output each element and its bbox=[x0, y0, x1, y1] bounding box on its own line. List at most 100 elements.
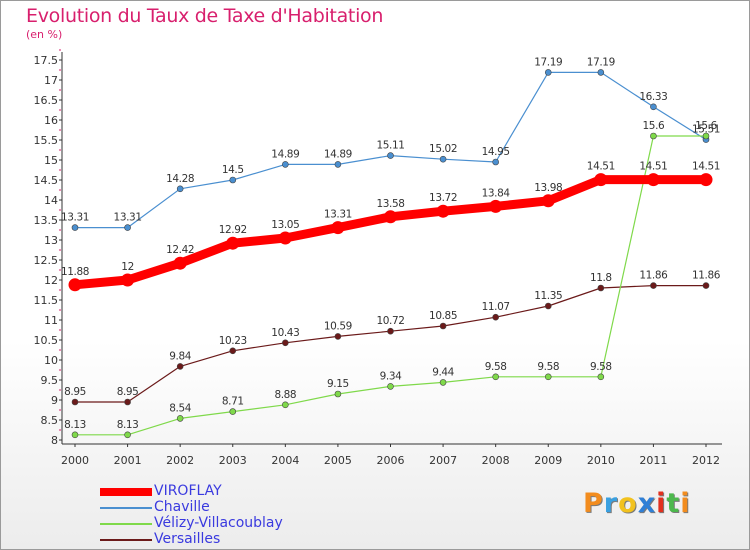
data-label: 12.42 bbox=[166, 244, 194, 256]
data-point bbox=[176, 363, 184, 370]
y-tick-label: 9.5 bbox=[41, 374, 59, 387]
data-point bbox=[650, 282, 657, 289]
data-label: 14.89 bbox=[324, 148, 352, 160]
data-label: 9.15 bbox=[327, 378, 349, 390]
data-point bbox=[646, 173, 660, 187]
data-label: 13.31 bbox=[324, 209, 352, 221]
data-label: 13.72 bbox=[429, 192, 457, 204]
data-label: 10.72 bbox=[376, 315, 404, 327]
x-tick-label: 2002 bbox=[166, 454, 194, 467]
y-tick-label: 14.5 bbox=[34, 174, 59, 187]
data-label: 8.95 bbox=[64, 386, 86, 398]
data-point bbox=[124, 398, 131, 406]
data-label: 14.95 bbox=[482, 146, 510, 158]
data-label: 11.8 bbox=[590, 272, 612, 284]
y-tick-label: 13 bbox=[44, 234, 58, 247]
data-label: 12.92 bbox=[219, 224, 247, 236]
data-label: 14.5 bbox=[222, 164, 244, 176]
logo-letter: o bbox=[618, 488, 638, 519]
x-tick-label: 2010 bbox=[587, 454, 615, 467]
data-label: 8.95 bbox=[117, 386, 139, 398]
data-point bbox=[702, 282, 710, 289]
data-label: 9.84 bbox=[169, 350, 191, 362]
data-label: 12 bbox=[121, 261, 134, 273]
data-point bbox=[436, 204, 450, 218]
logo-letter: r bbox=[603, 488, 619, 519]
data-point bbox=[594, 173, 608, 187]
data-point bbox=[492, 313, 499, 321]
legend-swatch-versailles bbox=[100, 539, 152, 541]
data-point bbox=[173, 256, 187, 270]
y-tick-label: 13.5 bbox=[34, 214, 59, 227]
data-label: 13.05 bbox=[271, 219, 299, 231]
series-points bbox=[68, 69, 713, 439]
x-tick-label: 2001 bbox=[114, 454, 142, 467]
data-label: 8.13 bbox=[64, 419, 86, 431]
data-point bbox=[124, 224, 131, 231]
data-point bbox=[71, 398, 79, 406]
data-label: 17.19 bbox=[587, 56, 615, 68]
data-point bbox=[334, 333, 342, 340]
logo-letter: i bbox=[656, 488, 667, 519]
data-label: 11.07 bbox=[482, 301, 510, 313]
data-point bbox=[489, 199, 503, 213]
data-point bbox=[702, 132, 710, 140]
data-label: 8.13 bbox=[117, 419, 139, 431]
x-tick-label: 2012 bbox=[692, 454, 720, 467]
data-point bbox=[331, 221, 345, 235]
y-tick-label: 16.5 bbox=[34, 94, 59, 107]
data-point bbox=[439, 322, 447, 330]
data-label: 14.51 bbox=[692, 161, 720, 173]
data-point bbox=[334, 161, 342, 168]
y-tick-label: 15 bbox=[44, 154, 58, 167]
y-tick-label: 11.5 bbox=[34, 294, 59, 307]
y-tick-label: 17.5 bbox=[34, 54, 59, 67]
x-tick-label: 2006 bbox=[377, 454, 405, 467]
legend-swatch-chaville bbox=[100, 507, 152, 509]
data-label: 10.43 bbox=[271, 327, 299, 339]
x-tick-label: 2005 bbox=[324, 454, 352, 467]
data-label: 15.6 bbox=[643, 120, 665, 132]
data-point bbox=[282, 401, 289, 409]
data-label: 9.34 bbox=[380, 370, 402, 382]
data-point bbox=[544, 302, 552, 310]
data-point bbox=[650, 132, 657, 140]
data-label: 8.71 bbox=[222, 396, 244, 408]
y-tick-label: 14 bbox=[44, 194, 58, 207]
data-point bbox=[282, 339, 289, 347]
data-label: 14.89 bbox=[271, 148, 299, 160]
data-point bbox=[544, 373, 552, 381]
data-label: 11.88 bbox=[61, 266, 89, 278]
x-tick-label: 2004 bbox=[271, 454, 299, 467]
y-tick-label: 12.5 bbox=[34, 254, 59, 267]
data-point bbox=[124, 431, 131, 439]
y-tick-label: 8 bbox=[51, 434, 58, 447]
data-point bbox=[597, 69, 605, 76]
data-label: 9.58 bbox=[537, 361, 559, 373]
data-point bbox=[699, 173, 713, 187]
x-tick-label: 2000 bbox=[61, 454, 89, 467]
legend-label-versailles: Versailles bbox=[154, 531, 221, 547]
legend-swatch-viroflay bbox=[100, 488, 152, 496]
legend-label-chaville: Chaville bbox=[154, 499, 210, 515]
data-point bbox=[229, 408, 237, 415]
data-point bbox=[492, 158, 499, 166]
y-tick-label: 12 bbox=[44, 274, 58, 287]
data-point bbox=[278, 231, 292, 245]
data-point bbox=[71, 431, 79, 439]
data-label: 13.98 bbox=[534, 182, 562, 194]
legend-label-velizy: Vélizy-Villacoublay bbox=[154, 515, 283, 531]
chart-subtitle: (en %) bbox=[26, 28, 63, 41]
data-point bbox=[68, 278, 82, 292]
data-point bbox=[387, 383, 394, 390]
y-tick-label: 10.5 bbox=[34, 334, 59, 347]
x-tick-label: 2008 bbox=[482, 454, 510, 467]
data-label: 11.86 bbox=[692, 270, 721, 282]
data-label: 13.84 bbox=[482, 187, 511, 199]
y-tick-label: 8.5 bbox=[41, 414, 59, 427]
data-label: 13.58 bbox=[376, 198, 404, 210]
logo-letter: i bbox=[680, 488, 691, 519]
data-label: 11.35 bbox=[534, 290, 562, 302]
logo-letter: t bbox=[666, 488, 681, 519]
